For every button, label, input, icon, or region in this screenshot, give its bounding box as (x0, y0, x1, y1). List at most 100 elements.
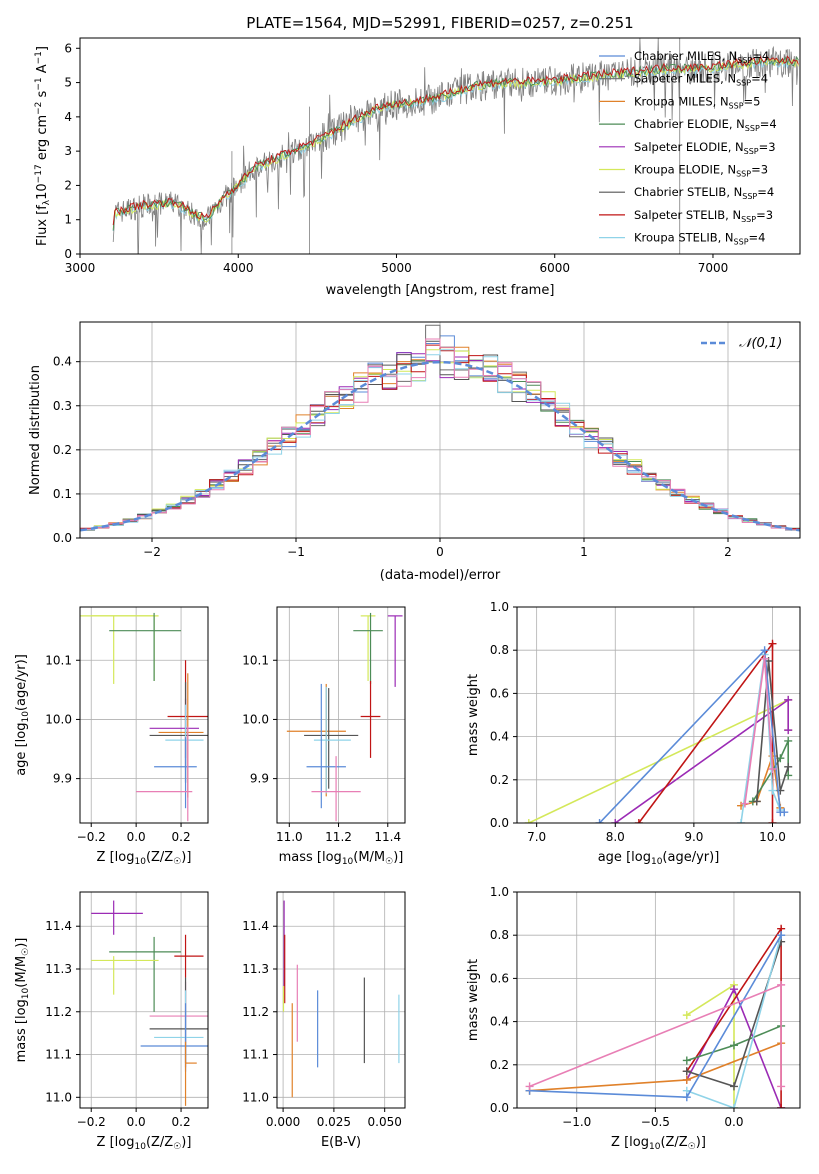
weight-series-line (752, 740, 790, 802)
weight-marker (768, 786, 777, 795)
weight-marker (780, 808, 789, 817)
weight-marker (682, 1093, 691, 1102)
model-spectrum-line (112, 55, 799, 226)
y-tick-label: 10.0 (45, 712, 72, 726)
x-tick-label: 0.2 (172, 830, 191, 844)
panel-axes-frame (79, 891, 209, 1109)
x-tick-label: 0.0 (724, 1115, 743, 1129)
errorbar-point (80, 615, 159, 684)
panel-xlabel: Z [log10(Z/Z☉)] (97, 1135, 192, 1152)
errorbar-point (91, 615, 155, 681)
panel-ylabel: mass weight (466, 959, 481, 1041)
y-tick-label: 11.4 (45, 919, 72, 933)
errorbar-point (136, 726, 193, 822)
weight-marker (777, 931, 786, 940)
x-tick-label: −0.5 (641, 1115, 670, 1129)
y-tick-label: 4 (64, 110, 72, 124)
weight-series-line (638, 641, 774, 823)
panel-xlabel: Z [log10(Z/Z☉)] (97, 850, 192, 867)
weight-marker (784, 736, 793, 745)
x-tick-label: 0.050 (368, 1115, 402, 1129)
y-tick-label: 11.1 (45, 1048, 72, 1062)
weight-marker (784, 726, 793, 735)
weight-marker (611, 819, 620, 823)
normal-legend-label: 𝒩(0,1) (739, 336, 782, 351)
y-tick-label: 10.1 (242, 653, 269, 667)
x-tick-label: 3000 (65, 261, 96, 275)
panel-xlabel: Z [log10(Z/Z☉)] (611, 1135, 706, 1152)
panel-age-mass: 11.0 11.2 11.4 9.9 10.0 10.1 mass [log10(M/M☉)… (242, 606, 406, 867)
panel-marks (524, 639, 793, 823)
x-tick-label: 0.0 (127, 830, 146, 844)
x-tick-label: 2 (724, 545, 732, 559)
y-tick-label: 10.1 (45, 653, 72, 667)
spectrum-legend: Chabrier MILES, NSSP=4 Salpeter MILES, NS… (599, 49, 777, 247)
weight-marker (760, 654, 769, 663)
panel-mass-EBV: 0.000 0.025 0.050 11.0 11.1 11.2 11.3 11.4 E(B-V… (242, 891, 406, 1150)
errorbar-point (149, 977, 208, 1064)
errorbar-point (184, 1041, 197, 1106)
y-tick-label: 6 (64, 41, 72, 55)
y-tick-label: 0.4 (490, 730, 509, 744)
x-tick-label: −2 (143, 545, 161, 559)
y-tick-label: 0.4 (53, 355, 72, 369)
weight-series-line (740, 654, 782, 823)
y-tick-label: 11.4 (242, 919, 269, 933)
panel-axes-frame (276, 606, 406, 824)
y-tick-label: 0.2 (490, 1058, 509, 1072)
errorbar-point (313, 686, 351, 794)
y-tick-label: 0.8 (490, 643, 509, 657)
y-tick-label: 9.9 (53, 772, 72, 786)
errorbar-point (304, 688, 359, 789)
weight-marker (784, 762, 793, 771)
x-tick-label: −1 (287, 545, 305, 559)
weight-marker (525, 1082, 534, 1091)
weight-series-line (686, 934, 782, 1108)
y-tick-label: 1.0 (490, 885, 509, 899)
y-tick-label: 0.6 (490, 971, 509, 985)
legend-label: Kroupa STELIB, NSSP=4 (634, 231, 765, 247)
histogram-legend: 𝒩(0,1) (701, 336, 782, 351)
histogram-step-line (80, 338, 800, 533)
legend-label: Salpeter ELODIE, NSSP=3 (634, 140, 776, 156)
residual-histogram-panel: −2 −1 0 1 2 0.0 0.1 0.2 0.3 0.4 (data-model)/erro… (28, 321, 801, 583)
panel-marks (525, 924, 786, 1108)
spectrum-xlabel: wavelength [Angstrom, rest frame] (326, 283, 555, 298)
y-tick-label: 0.0 (53, 531, 72, 545)
weight-marker (768, 765, 777, 773)
y-tick-label: 9.9 (250, 772, 269, 786)
weight-marker (729, 1082, 738, 1091)
legend-label: Chabrier MILES, NSSP=4 (634, 49, 769, 65)
errorbar-point (311, 756, 361, 822)
weight-marker (768, 639, 777, 648)
panel-ylabel: mass weight (466, 674, 481, 756)
weight-marker (740, 799, 749, 808)
y-tick-label: 11.1 (242, 1048, 269, 1062)
panel-ylabel: age [log10(age/yr)] (14, 654, 31, 776)
errorbar-point (360, 615, 376, 681)
errorbar-point (306, 683, 346, 809)
errorbar-point (149, 698, 200, 770)
y-tick-label: 0.2 (490, 773, 509, 787)
weight-marker (682, 1011, 691, 1020)
y-tick-label: 0.0 (490, 816, 509, 830)
histogram-steps (80, 324, 800, 533)
legend-label: Chabrier ELODIE, NSSP=4 (634, 117, 777, 133)
x-tick-label: 0.025 (317, 1115, 351, 1129)
y-tick-label: 0.8 (490, 928, 509, 942)
y-tick-label: 0.3 (53, 399, 72, 413)
y-tick-label: 5 (64, 76, 72, 90)
y-tick-label: 1.0 (490, 600, 509, 614)
weight-marker (729, 1041, 738, 1050)
weight-marker (737, 819, 746, 823)
panel-xlabel: age [log10(age/yr)] (598, 850, 720, 867)
x-tick-label: 0.0 (127, 1115, 146, 1129)
y-tick-label: 10.0 (242, 712, 269, 726)
legend-label: Chabrier STELIB, NSSP=4 (634, 185, 774, 201)
weight-series-line (614, 698, 790, 823)
histogram-ylabel: Normed distribution (28, 365, 43, 495)
panel-marks (282, 900, 400, 1098)
x-tick-label: −0.2 (77, 830, 106, 844)
y-tick-label: 0 (64, 247, 72, 261)
y-tick-label: 11.2 (242, 1005, 269, 1019)
